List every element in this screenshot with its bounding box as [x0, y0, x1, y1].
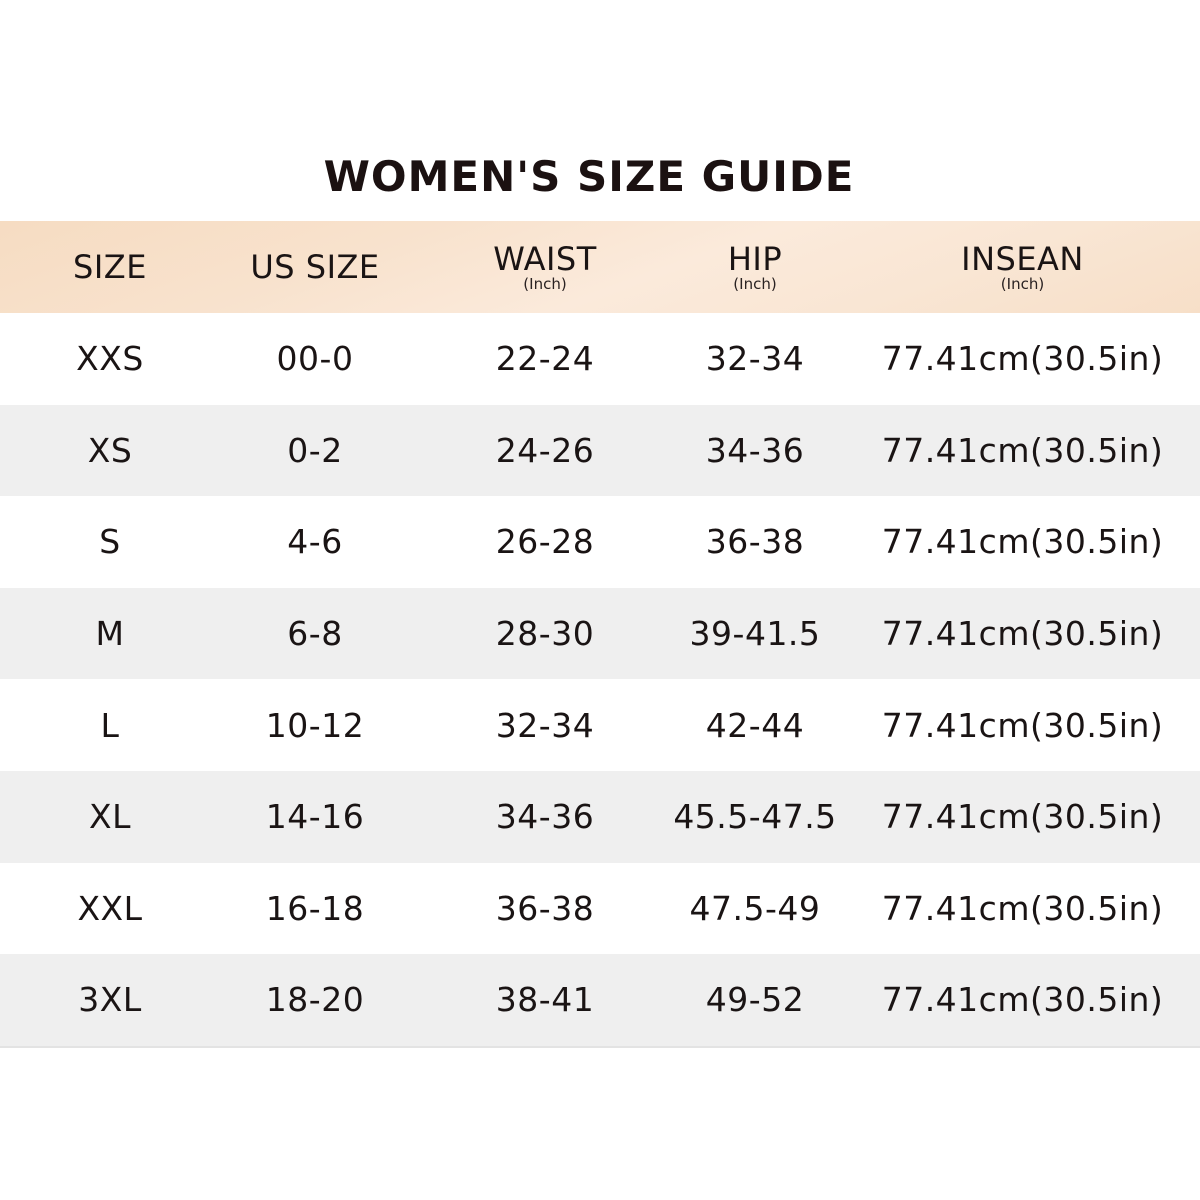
cell-waist: 28-30 — [495, 614, 595, 654]
table-header: SIZE US SIZE WAIST (Inch) HIP (Inch) INS… — [0, 221, 1200, 313]
cell-hip: 47.5-49 — [689, 888, 821, 928]
cell-hip: 36-38 — [705, 522, 805, 562]
cell-us-size: 00-0 — [276, 339, 354, 379]
cell-hip: 42-44 — [705, 705, 805, 745]
header-unit: (Inch) — [523, 275, 567, 293]
page-title: WOMEN'S SIZE GUIDE — [323, 152, 855, 201]
cell-size: L — [100, 705, 120, 745]
cell-us-size: 6-8 — [287, 614, 343, 654]
cell-insean: 77.41cm(30.5in) — [881, 339, 1164, 379]
header-us-size: US SIZE — [215, 221, 415, 313]
cell-waist: 38-41 — [495, 980, 595, 1020]
cell-waist: 26-28 — [495, 522, 595, 562]
table-row: 3XL 18-20 38-41 49-52 77.41cm(30.5in) — [0, 954, 1200, 1046]
cell-hip: 32-34 — [705, 339, 805, 379]
cell-size: XL — [89, 797, 131, 837]
table-row: XL 14-16 34-36 45.5-47.5 77.41cm(30.5in) — [0, 770, 1200, 863]
cell-insean: 77.41cm(30.5in) — [881, 797, 1164, 837]
cell-us-size: 0-2 — [287, 430, 343, 470]
header-label: INSEAN — [961, 240, 1084, 278]
size-table: SIZE US SIZE WAIST (Inch) HIP (Inch) INS… — [0, 221, 1200, 1048]
cell-hip: 39-41.5 — [689, 614, 821, 654]
cell-insean: 77.41cm(30.5in) — [881, 522, 1164, 562]
header-unit: (Inch) — [1000, 275, 1045, 293]
header-label: WAIST — [493, 240, 597, 278]
table-row: XXL 16-18 36-38 47.5-49 77.41cm(30.5in) — [0, 863, 1200, 955]
cell-us-size: 4-6 — [287, 522, 343, 562]
cell-waist: 22-24 — [495, 339, 595, 379]
cell-hip: 45.5-47.5 — [673, 797, 837, 837]
cell-waist: 36-38 — [495, 888, 595, 928]
cell-us-size: 14-16 — [265, 797, 365, 837]
header-hip: HIP (Inch) — [660, 221, 850, 313]
header-waist: WAIST (Inch) — [450, 221, 640, 313]
cell-waist: 34-36 — [495, 797, 595, 837]
cell-hip: 34-36 — [705, 430, 805, 470]
cell-size: M — [95, 614, 125, 654]
cell-us-size: 18-20 — [265, 980, 365, 1020]
cell-size: 3XL — [78, 980, 142, 1020]
table-row: S 4-6 26-28 36-38 77.41cm(30.5in) — [0, 496, 1200, 588]
cell-hip: 49-52 — [705, 980, 805, 1020]
header-label: HIP — [727, 240, 783, 278]
table-row: XXS 00-0 22-24 32-34 77.41cm(30.5in) — [0, 313, 1200, 405]
header-unit: (Inch) — [733, 275, 777, 293]
cell-waist: 24-26 — [495, 430, 595, 470]
cell-size: S — [99, 522, 121, 562]
cell-insean: 77.41cm(30.5in) — [881, 980, 1164, 1020]
cell-us-size: 16-18 — [265, 888, 365, 928]
cell-us-size: 10-12 — [265, 705, 365, 745]
cell-size: XXL — [77, 888, 143, 928]
cell-waist: 32-34 — [495, 705, 595, 745]
header-size: SIZE — [20, 221, 200, 313]
cell-insean: 77.41cm(30.5in) — [881, 888, 1164, 928]
cell-insean: 77.41cm(30.5in) — [881, 430, 1164, 470]
cell-size: XS — [87, 430, 133, 470]
header-label: US SIZE — [250, 248, 380, 286]
header-insean: INSEAN (Inch) — [860, 221, 1185, 313]
cell-size: XXS — [76, 339, 144, 379]
table-row: XS 0-2 24-26 34-36 77.41cm(30.5in) — [0, 404, 1200, 497]
cell-insean: 77.41cm(30.5in) — [881, 614, 1164, 654]
table-bottom-divider — [0, 1045, 1200, 1048]
cell-insean: 77.41cm(30.5in) — [881, 705, 1164, 745]
table-row: L 10-12 32-34 42-44 77.41cm(30.5in) — [0, 679, 1200, 771]
header-label: SIZE — [73, 248, 147, 286]
table-row: M 6-8 28-30 39-41.5 77.41cm(30.5in) — [0, 587, 1200, 680]
